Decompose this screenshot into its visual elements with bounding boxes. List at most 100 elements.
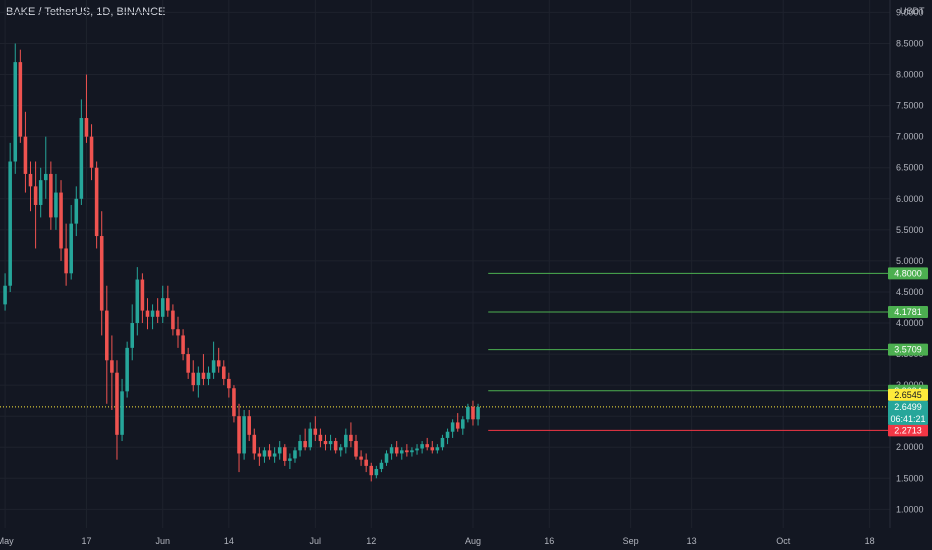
price-levels: [0, 272, 890, 431]
candle-down: [49, 173, 53, 218]
candle-down: [237, 416, 241, 454]
candle-down: [18, 62, 23, 137]
candle-up: [445, 431, 450, 438]
candle-down: [181, 335, 185, 355]
candle-down: [115, 372, 119, 435]
candle-down: [318, 434, 323, 442]
candle-up: [399, 450, 404, 454]
candle-down: [252, 434, 257, 454]
candle-down: [257, 453, 262, 457]
candle-down: [110, 360, 114, 373]
candle-down: [64, 248, 68, 274]
candle-up: [440, 437, 445, 448]
candle-down: [394, 447, 399, 454]
time-axis[interactable]: May 17 Jun 14 Jul 12 Aug 16 Sep 13 Oct 18: [0, 536, 875, 546]
candle-down: [369, 465, 374, 476]
y-tick-label: 6.0000: [896, 194, 924, 204]
candle-down: [186, 354, 190, 373]
candle-up: [13, 62, 18, 162]
y-tick-label: 1.0000: [896, 504, 924, 514]
candle-up: [125, 347, 129, 392]
candle-up: [308, 428, 313, 448]
candle-up: [298, 441, 302, 451]
x-tick-label: Jul: [310, 536, 322, 546]
level-label: 4.8000: [894, 268, 922, 278]
candle-up: [389, 447, 394, 454]
candle-down: [267, 450, 272, 457]
candle-up: [130, 323, 135, 348]
candle-up: [338, 447, 343, 451]
candle-up: [54, 192, 58, 218]
current-price-box: [888, 400, 928, 425]
currency-label: USDT: [900, 6, 925, 16]
x-tick-label: Aug: [465, 536, 481, 546]
y-tick-label: 5.0000: [896, 256, 924, 266]
y-tick-label: 7.0000: [896, 132, 924, 142]
candle-down: [176, 329, 180, 336]
candle-down: [191, 372, 196, 386]
level-label-box: [888, 267, 928, 280]
y-tick-label: 5.5000: [896, 225, 924, 235]
candle-down: [333, 441, 338, 451]
y-tick-label: 8.0000: [896, 70, 924, 80]
candle-up: [293, 450, 297, 459]
candle-up: [420, 444, 424, 449]
candle-up: [8, 161, 12, 286]
candle-down: [221, 366, 226, 379]
candle-down: [155, 310, 160, 317]
candle-up: [288, 458, 292, 461]
candle-up: [150, 310, 155, 317]
x-tick-label: Jun: [155, 536, 170, 546]
x-tick-label: 17: [81, 536, 91, 546]
x-tick-label: 12: [366, 536, 376, 546]
candle-down: [313, 428, 318, 435]
candle-down: [23, 136, 28, 174]
x-tick-label: Sep: [623, 536, 639, 546]
level-label: 4.1781: [894, 307, 922, 317]
candle-down: [471, 406, 475, 420]
candle-up: [450, 422, 455, 432]
candle-down: [227, 378, 231, 389]
y-tick-label: 8.5000: [896, 38, 924, 48]
x-tick-label: May: [0, 536, 14, 546]
candle-up: [384, 453, 389, 463]
y-tick-label: 2.0000: [896, 442, 924, 452]
y-tick-label: 9.0000: [896, 7, 924, 17]
candle-up: [461, 419, 465, 429]
candle-up: [262, 450, 267, 457]
current-price-label: 2.6499: [894, 402, 922, 412]
candle-up: [196, 372, 201, 386]
candle-up: [344, 434, 348, 448]
level-label-box: [888, 424, 928, 437]
candle-down: [323, 441, 328, 445]
candle-down: [201, 372, 206, 379]
candle-up: [242, 416, 246, 454]
candle-down: [425, 444, 429, 448]
candle-up: [277, 447, 282, 454]
candle-down: [247, 416, 251, 435]
level-label-box: [888, 343, 928, 356]
price-axis[interactable]: 9.0000 8.5000 8.0000 7.5000 7.0000 6.5000 6.00…: [896, 7, 924, 514]
candle-down: [283, 447, 287, 461]
alert-label: 2.6545: [894, 390, 922, 400]
candle-down: [166, 298, 170, 311]
candle-down: [430, 447, 435, 451]
candle-up: [206, 372, 211, 379]
candle-down: [349, 434, 353, 442]
candle-down: [171, 310, 175, 330]
y-tick-label: 4.5000: [896, 287, 924, 297]
candle-up: [43, 173, 48, 181]
y-tick-label: 1.5000: [896, 473, 924, 483]
candle-down: [455, 422, 460, 429]
x-tick-label: 13: [687, 536, 697, 546]
candle-down: [140, 279, 145, 311]
candle-up: [135, 279, 140, 324]
candle-up: [3, 285, 7, 305]
countdown-label: 06:41:21: [890, 414, 925, 424]
candle-down: [359, 456, 363, 460]
candle-up: [74, 198, 79, 224]
y-tick-label: 6.5000: [896, 163, 924, 173]
candle-down: [145, 310, 150, 317]
candle-up: [160, 298, 165, 317]
